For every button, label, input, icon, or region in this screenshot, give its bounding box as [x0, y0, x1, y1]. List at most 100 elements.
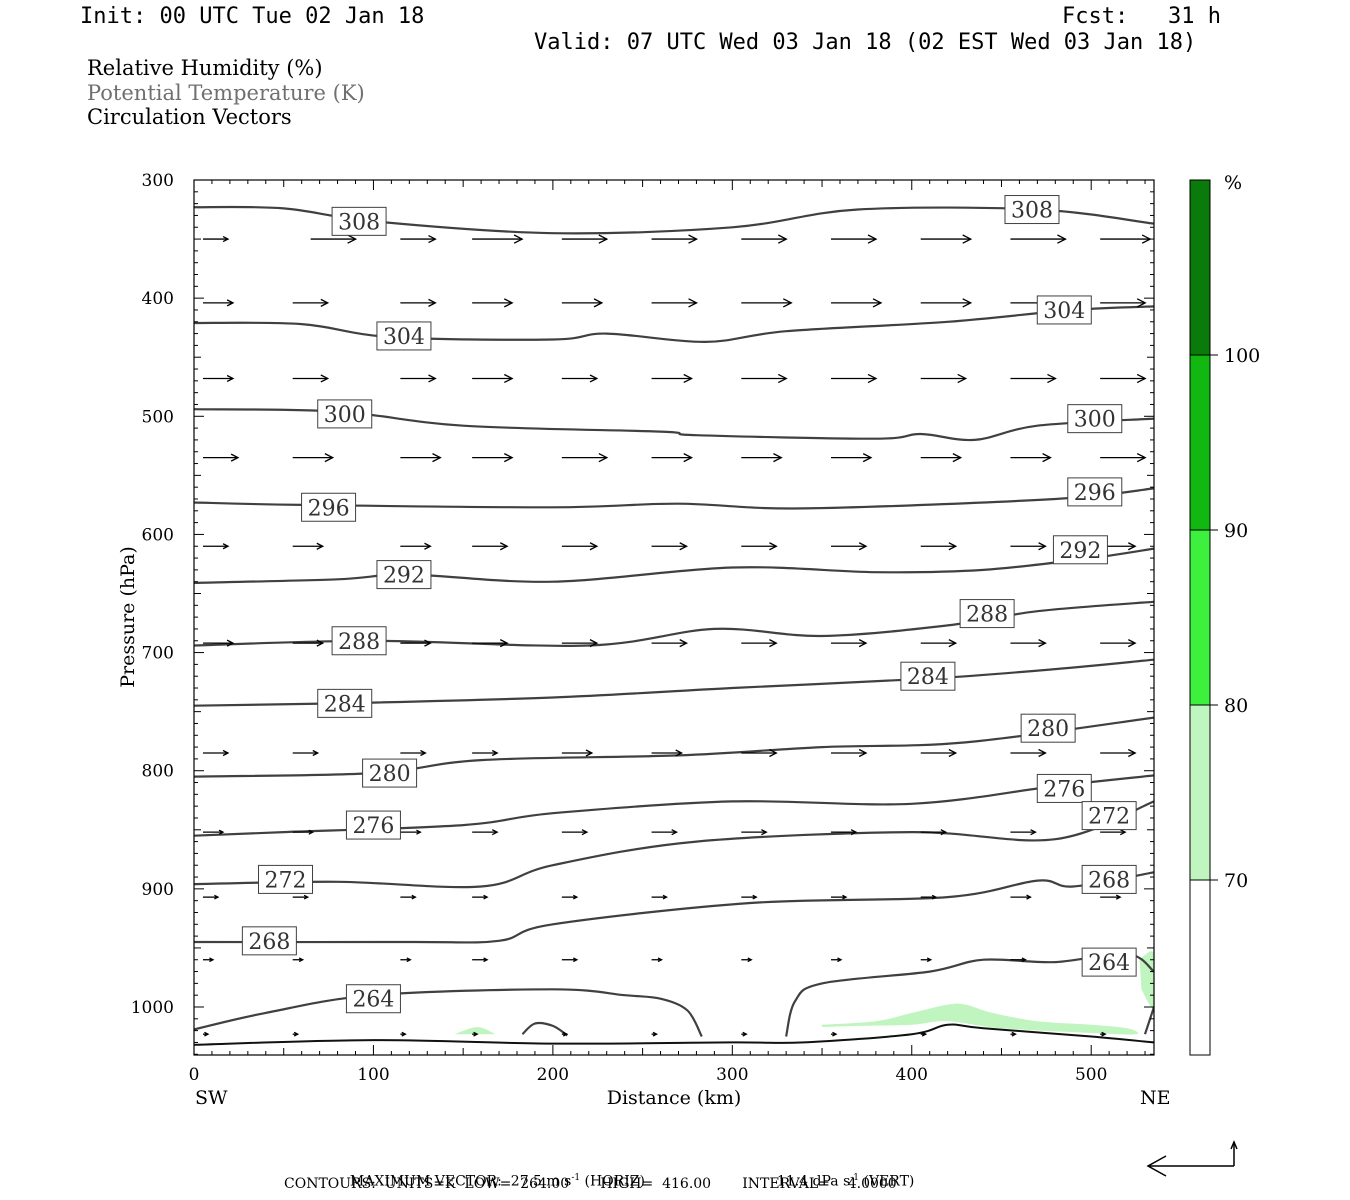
x-tick-label: 400 [896, 1065, 928, 1085]
wind-vector [1010, 453, 1052, 463]
init-time: Init: 00 UTC Tue 02 Jan 18 [80, 4, 425, 29]
wind-vector [400, 1031, 407, 1037]
wind-vector [1010, 894, 1032, 900]
y-tick-label: 900 [142, 880, 174, 900]
wind-vector [472, 894, 489, 900]
theta-label-box [1081, 801, 1137, 831]
wind-vector-head [858, 542, 868, 551]
wind-vector-head [1136, 373, 1147, 384]
wind-vector [741, 894, 758, 900]
theta-label-272: 272 [1081, 801, 1137, 831]
wind-vector-head [1038, 542, 1047, 551]
wind-vector [741, 298, 793, 308]
wind-vector-head [761, 829, 768, 836]
theta-label-text: 272 [1088, 805, 1130, 830]
rh-region-70 [1139, 951, 1154, 1009]
wind-vector-head [420, 749, 427, 757]
wind-vector [920, 829, 948, 836]
wind-vector [400, 957, 412, 963]
reference-vector-icon [1146, 1140, 1238, 1177]
wind-vector [202, 543, 230, 550]
wind-vector-head [872, 298, 883, 308]
wind-vector [292, 749, 320, 757]
wind-vector [741, 453, 783, 463]
wind-vector-head [850, 829, 858, 836]
wind-vector-head [406, 957, 412, 963]
theta-label-text: 284 [907, 665, 949, 690]
wind-vector [1100, 748, 1137, 758]
y-tick-label: 500 [142, 407, 174, 427]
y-tick-label: 700 [142, 644, 174, 664]
theta-label-288: 288 [959, 599, 1015, 629]
wind-vector [472, 234, 524, 244]
wind-vector [1010, 639, 1047, 648]
theta-contour-264 [1143, 1006, 1154, 1035]
wind-vector [831, 748, 868, 758]
wind-vector [202, 235, 230, 243]
wind-vector-head [503, 373, 514, 384]
wind-vector-head [679, 542, 689, 551]
wind-vector-head [401, 1031, 407, 1037]
wind-vector-head [424, 542, 432, 550]
wind-vector-head [1038, 639, 1047, 648]
theta-label-box [1067, 477, 1123, 507]
wind-vector [920, 957, 933, 963]
field-vectors-label: Circulation Vectors [87, 105, 292, 129]
theta-label-296: 296 [301, 492, 357, 522]
max-vector-vert-tag: (VERT) [859, 1173, 915, 1190]
wind-vector-head [962, 234, 973, 244]
theta-label-box [1036, 773, 1092, 803]
wind-vector-head [957, 373, 968, 384]
wind-vector-head [769, 748, 778, 758]
wind-vector-head [1119, 829, 1127, 836]
x-axis-title: Distance (km) [607, 1087, 742, 1109]
wind-vector-head [1021, 957, 1027, 963]
wind-vector [741, 542, 778, 551]
theta-label-text: 308 [338, 210, 380, 235]
theta-label-304: 304 [1036, 295, 1092, 325]
wind-vector [831, 373, 878, 384]
wind-vector-head [316, 639, 325, 647]
wind-vector [202, 453, 240, 462]
footer-max-vector: MAXIMUM VECTOR: 27.5 m s-1 (HORIZ) [341, 1157, 645, 1190]
exp-horiz: -1 [571, 1173, 581, 1183]
wind-vector [202, 639, 235, 647]
theta-label-300: 300 [317, 399, 373, 429]
wind-vector-head [598, 452, 609, 463]
theta-label-text: 272 [265, 868, 307, 893]
wind-vector-head [483, 957, 489, 963]
wind-vector [400, 542, 432, 550]
wind-vector [741, 748, 778, 758]
wind-vector-head [491, 829, 499, 836]
theta-label-text: 304 [383, 325, 425, 350]
wind-vector-head [931, 894, 938, 900]
wind-vector [561, 234, 609, 244]
wind-vector-head [867, 373, 878, 384]
wind-vector [920, 453, 963, 463]
wind-vector [1010, 1031, 1017, 1037]
wind-vector-head [222, 749, 230, 757]
wind-vector-head [324, 453, 335, 463]
theta-contour-300 [194, 408, 1154, 442]
wind-vector-head [777, 373, 788, 384]
wind-vector [831, 298, 883, 308]
max-vector-horiz-tag: (HORIZ) [580, 1173, 645, 1190]
theta-label-text: 264 [352, 988, 394, 1013]
y-tick-label: 1000 [131, 998, 174, 1018]
theta-label-276: 276 [1036, 773, 1092, 803]
wind-vector [1100, 373, 1147, 384]
wind-vector [561, 1031, 569, 1037]
wind-vector-head [483, 894, 489, 900]
wind-vector [920, 298, 973, 308]
footer-contours: CONTOURS: UNITS=K LOW= 264.00 HIGH= 416.… [284, 1176, 897, 1192]
wind-vector [920, 894, 938, 900]
theta-label-text: 280 [369, 762, 411, 787]
wind-vector-head [312, 749, 320, 757]
theta-label-308: 308 [1004, 195, 1060, 225]
wind-vector [831, 1031, 838, 1037]
theta-label-text: 304 [1043, 299, 1085, 324]
theta-label-text: 308 [1011, 199, 1053, 224]
theta-label-box [1081, 947, 1137, 977]
wind-vector [1100, 298, 1147, 308]
wind-vector [400, 829, 422, 835]
